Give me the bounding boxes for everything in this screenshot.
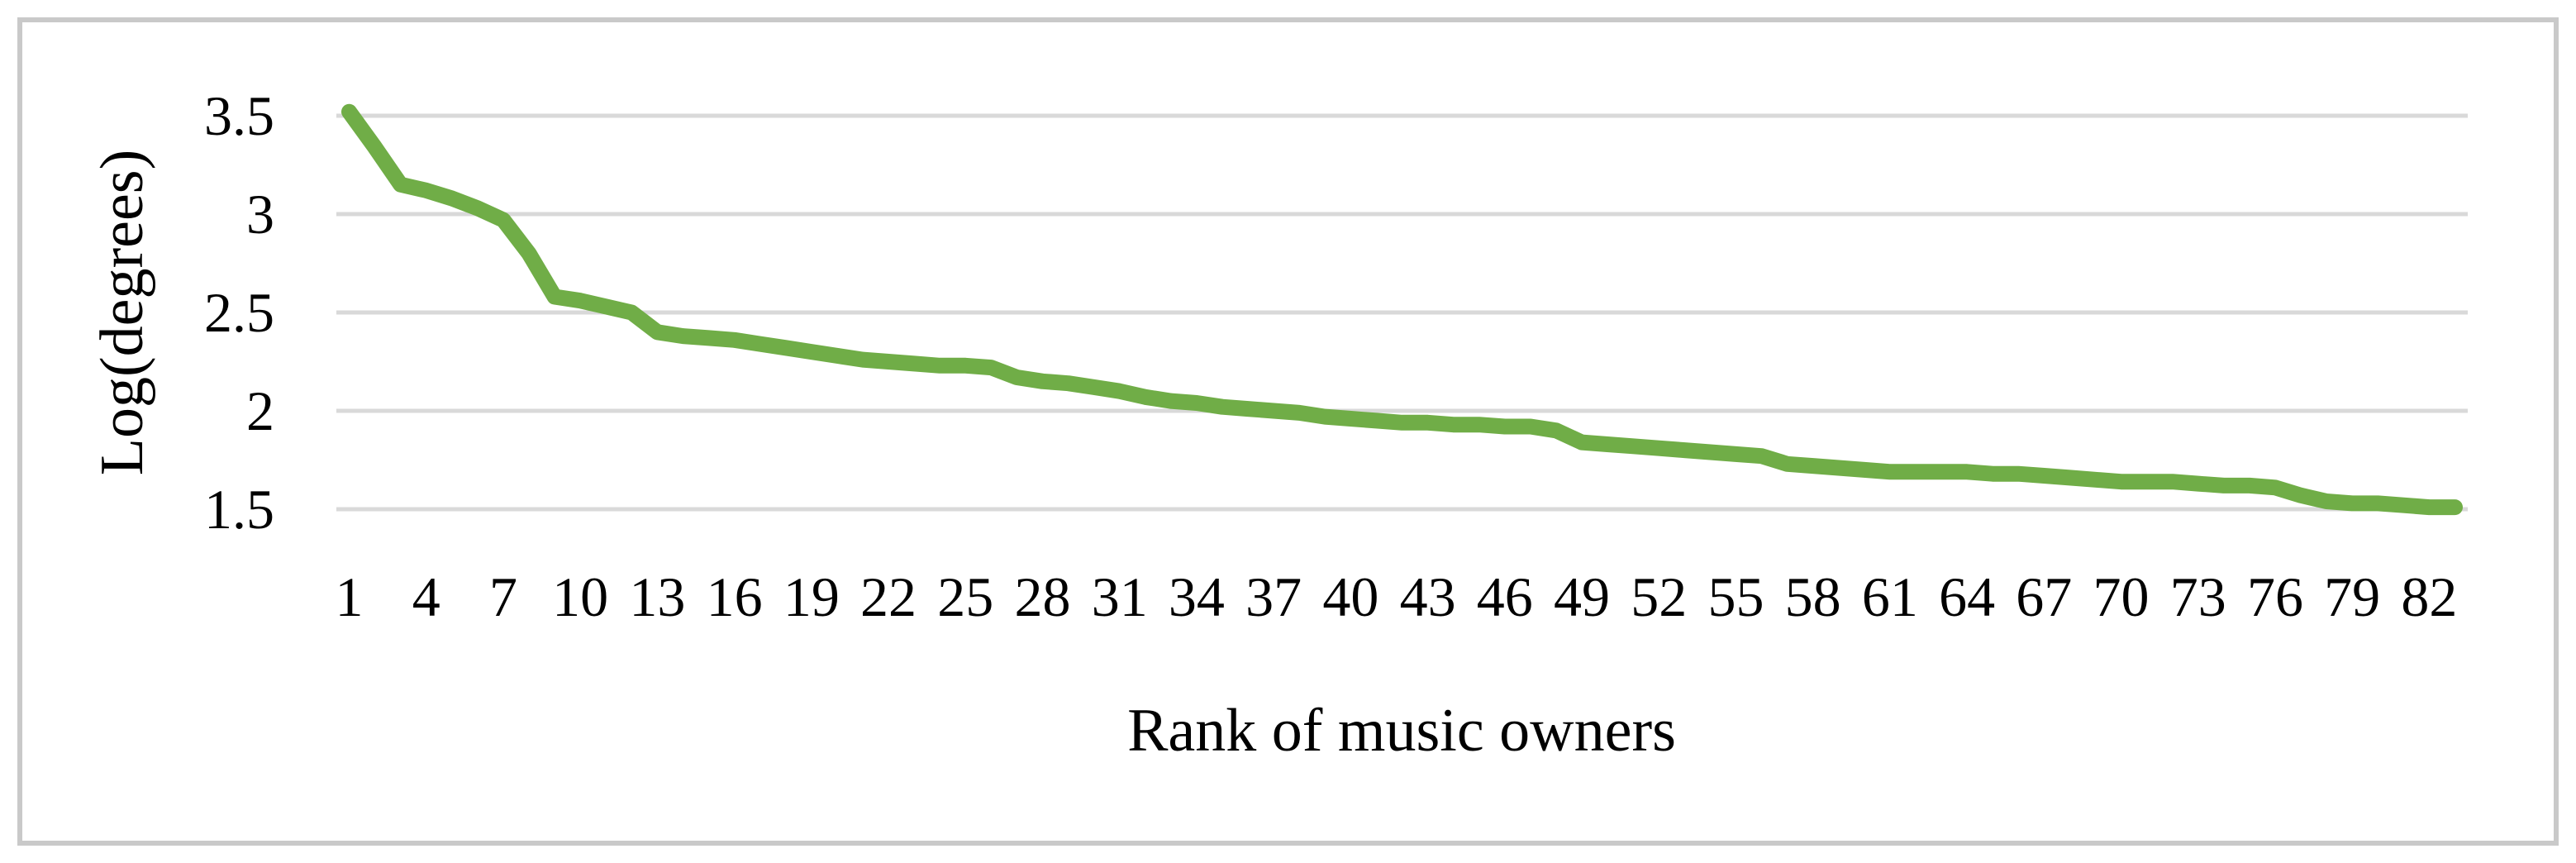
x-tick-label: 13 [629,565,685,628]
x-tick-label: 7 [489,565,517,628]
x-tick-label: 46 [1477,565,1533,628]
y-axis-tick-labels: 3.5 3 2.5 2 1.5 [204,84,274,541]
x-tick-label: 52 [1631,565,1687,628]
x-tick-label: 16 [707,565,763,628]
x-tick-label: 19 [783,565,840,628]
x-tick-label: 61 [1862,565,1918,628]
y-tick-label: 2 [246,379,274,442]
x-axis-tick-labels: 1 4 7 10 13 16 19 22 25 28 31 34 37 40 43 46 49 52 55 58 61 6… [336,565,2458,628]
x-tick-label: 34 [1169,565,1225,628]
x-tick-label: 73 [2170,565,2226,628]
log-degrees-line-series [341,103,2463,516]
y-tick-label: 3 [246,183,274,246]
x-tick-label: 64 [1939,565,1995,628]
x-tick-label: 22 [860,565,917,628]
x-tick-label: 67 [2016,565,2072,628]
x-tick-label: 70 [2093,565,2150,628]
x-tick-label: 82 [2401,565,2457,628]
x-tick-label: 31 [1092,565,1148,628]
y-tick-label: 2.5 [204,281,274,344]
x-tick-label: 40 [1322,565,1378,628]
x-tick-label: 37 [1245,565,1302,628]
x-tick-label: 76 [2247,565,2303,628]
chart-frame-border [17,17,2559,846]
x-tick-label: 28 [1014,565,1070,628]
x-tick-label: 10 [552,565,608,628]
series-group [341,103,2463,516]
x-tick-label: 4 [412,565,440,628]
x-axis-title: Rank of music owners [1127,697,1676,765]
y-tick-label: 1.5 [204,478,274,541]
x-tick-label: 1 [336,565,364,628]
x-tick-label: 79 [2324,565,2380,628]
gridlines [336,113,2468,512]
x-tick-label: 25 [937,565,993,628]
x-tick-label: 58 [1785,565,1841,628]
y-tick-label: 3.5 [204,84,274,147]
x-tick-label: 49 [1554,565,1610,628]
y-axis-title: Log(degrees) [88,150,156,475]
x-tick-label: 43 [1400,565,1456,628]
x-tick-label: 55 [1707,565,1764,628]
